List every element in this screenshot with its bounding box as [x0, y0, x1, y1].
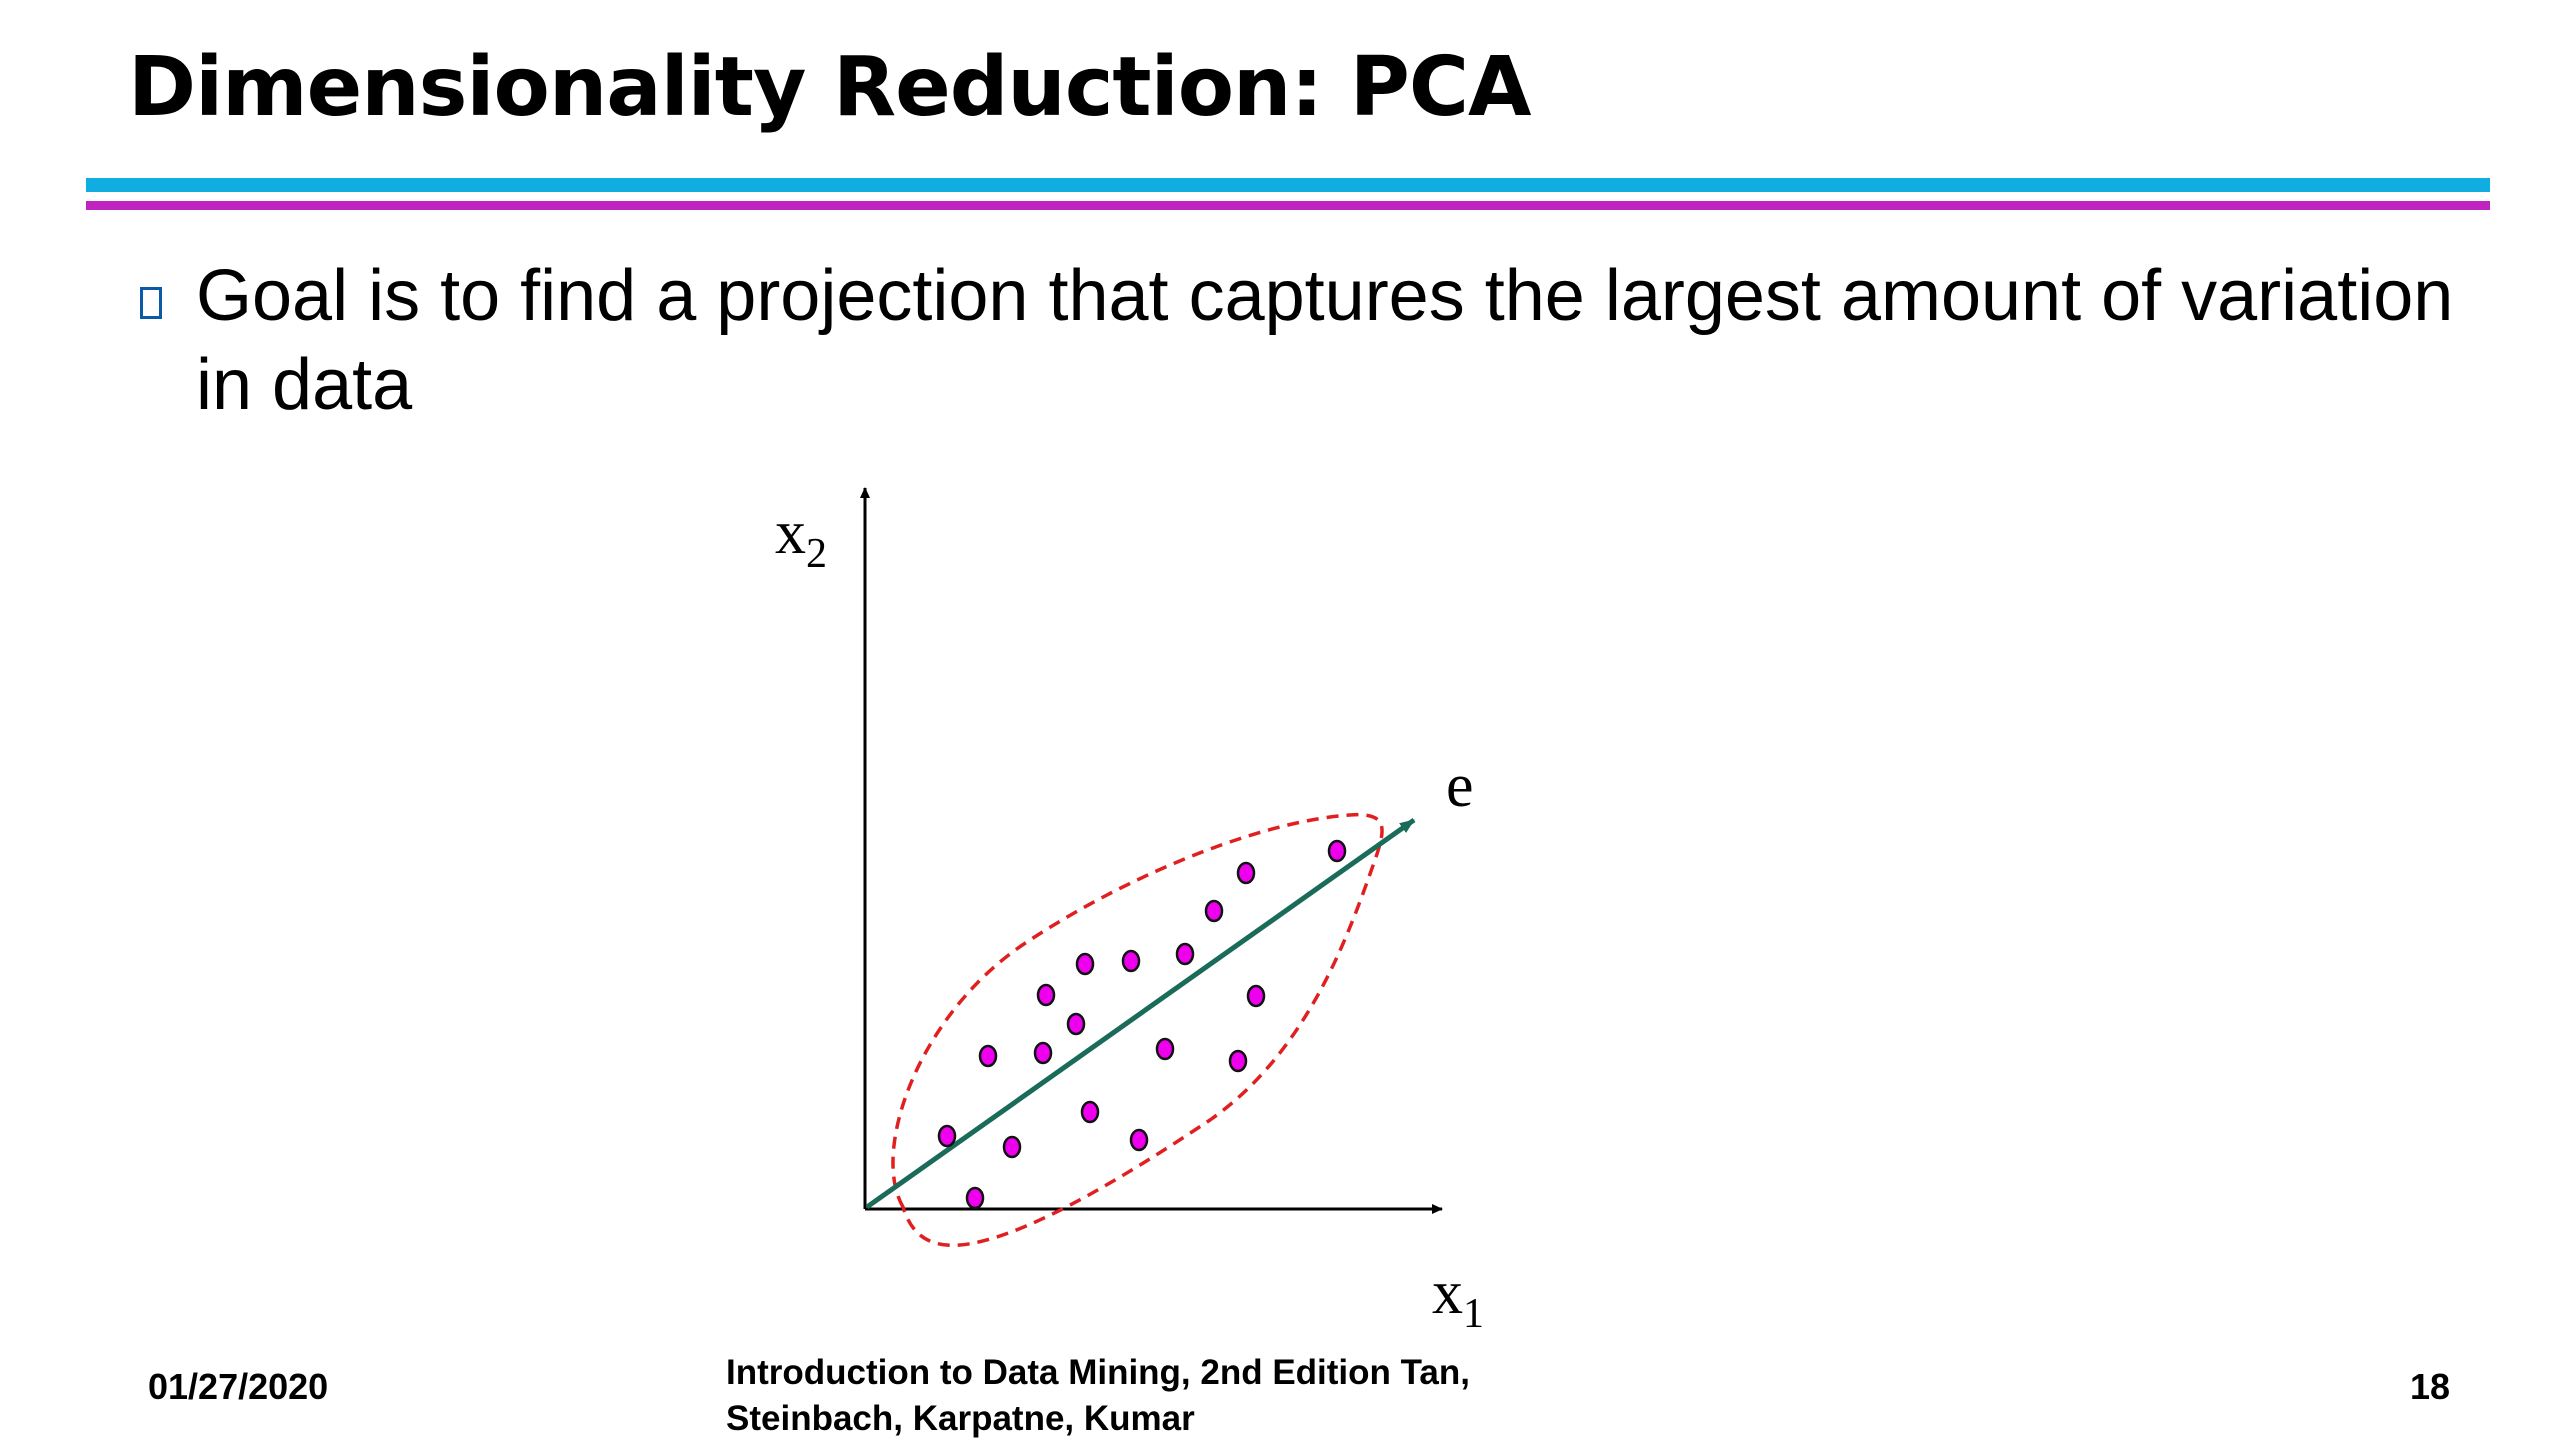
title-rule-magenta — [86, 201, 2490, 210]
bullet-square-icon — [140, 287, 162, 319]
data-point — [1155, 1037, 1175, 1061]
x-axis-label: x1 — [1432, 1259, 1484, 1337]
vector-label: e — [1446, 752, 1474, 820]
variance-envelope — [891, 812, 1384, 1248]
title-rule-cyan — [86, 178, 2490, 192]
data-points — [937, 839, 1347, 1210]
data-point — [1080, 1100, 1100, 1124]
bullet-text: Goal is to find a projection that captur… — [196, 256, 2454, 425]
data-point — [1066, 1012, 1086, 1036]
data-point — [1129, 1128, 1149, 1152]
data-point — [978, 1044, 998, 1068]
page-number: 18 — [2409, 1366, 2450, 1407]
data-point — [1002, 1135, 1022, 1159]
slide-title: Dimensionality Reduction: PCA — [128, 40, 1532, 135]
footer-citation: Introduction to Data Mining, 2nd Edition… — [726, 1353, 1470, 1438]
data-point — [937, 1124, 957, 1148]
data-point — [1327, 839, 1347, 863]
data-point — [1033, 1041, 1053, 1065]
data-point — [1236, 861, 1256, 885]
data-point — [1075, 952, 1095, 976]
y-axis-label: x2 — [775, 499, 827, 577]
data-point — [1228, 1049, 1248, 1073]
data-point — [965, 1186, 985, 1210]
footer-date: 01/27/2020 — [148, 1366, 329, 1407]
principal-direction-line — [865, 817, 1416, 1210]
data-point — [1121, 949, 1141, 973]
data-point — [1204, 899, 1224, 923]
data-point — [1246, 984, 1266, 1008]
data-point — [1036, 983, 1056, 1007]
data-point — [1175, 942, 1195, 966]
